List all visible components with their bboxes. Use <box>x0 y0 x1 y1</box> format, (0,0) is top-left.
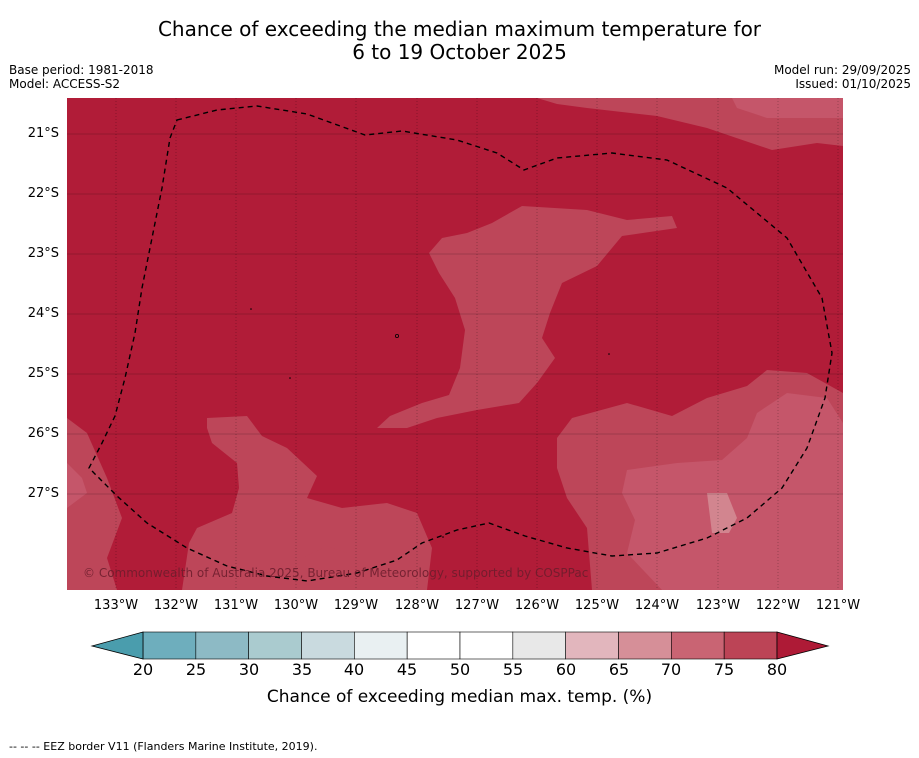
chart-title: Chance of exceeding the median maximum t… <box>0 18 919 64</box>
lat-label: 23°S <box>27 246 59 261</box>
colorbar-tick: 60 <box>555 660 577 679</box>
colorbar-tick: 30 <box>238 660 260 679</box>
lon-label: 126°W <box>514 598 560 613</box>
lon-label: 128°W <box>394 598 440 613</box>
island-marker <box>608 353 610 355</box>
colorbar-segments <box>142 631 778 660</box>
colorbar-tick: 20 <box>132 660 154 679</box>
colorbar-segment <box>248 631 302 660</box>
island-marker <box>394 333 399 338</box>
copyright-text: © Commonwealth of Australia 2025, Bureau… <box>83 566 588 580</box>
lon-label: 129°W <box>333 598 379 613</box>
region-bottom-left <box>182 416 432 590</box>
region-bottom-middle <box>282 546 372 590</box>
colorbar-below-arrow <box>90 631 144 660</box>
colorbar-tick: 40 <box>343 660 365 679</box>
colorbar-label: Chance of exceeding median max. temp. (%… <box>266 687 653 707</box>
colorbar-above-arrow <box>776 631 830 660</box>
model-run: Model run: 29/09/2025 <box>773 63 911 77</box>
lat-label: 22°S <box>27 186 59 201</box>
colorbar-tick: 25 <box>185 660 207 679</box>
colorbar-segment <box>459 631 514 660</box>
region-bottom-right-pale <box>707 493 737 533</box>
meta-left: Base period: 1981-2018 Model: ACCESS-S2 <box>9 63 154 91</box>
lat-label: 21°S <box>27 126 59 141</box>
colorbar-tick: 45 <box>396 660 418 679</box>
title-line-1: Chance of exceeding the median maximum t… <box>157 17 762 41</box>
lon-label: 123°W <box>695 598 741 613</box>
lon-label: 127°W <box>454 598 500 613</box>
region-center <box>377 206 677 428</box>
colorbar-segment <box>195 631 249 660</box>
eez-border <box>88 105 833 582</box>
colorbar-tick: 65 <box>608 660 630 679</box>
model-name: Model: ACCESS-S2 <box>9 77 121 91</box>
lat-label: 27°S <box>27 486 59 501</box>
colorbar-tick: 35 <box>291 660 313 679</box>
region-left-edge-light <box>67 463 87 508</box>
region-bottom-right-light <box>622 393 843 590</box>
colorbar-segment <box>142 631 197 660</box>
footnote-eez: -- -- -- EEZ border V11 (Flanders Marine… <box>9 740 318 753</box>
island-marker <box>289 377 291 379</box>
colorbar-tick: 70 <box>660 660 682 679</box>
probability-map: © Commonwealth of Australia 2025, Bureau… <box>67 98 843 590</box>
region-left-edge <box>67 418 122 590</box>
colorbar-tick: 55 <box>502 660 524 679</box>
lat-label: 25°S <box>27 366 59 381</box>
lon-label: 121°W <box>815 598 861 613</box>
base-period: Base period: 1981-2018 <box>9 63 154 77</box>
island-marker <box>250 308 252 310</box>
meta-right: Model run: 29/09/2025 Issued: 01/10/2025 <box>774 63 911 91</box>
colorbar-segment <box>671 631 725 660</box>
lon-label: 132°W <box>153 598 199 613</box>
colorbar-segment <box>723 631 778 660</box>
colorbar-segment <box>301 631 355 660</box>
colorbar-tick: 80 <box>766 660 788 679</box>
lat-label: 24°S <box>27 306 59 321</box>
title-line-2: 6 to 19 October 2025 <box>352 40 567 64</box>
island-marker <box>442 536 444 538</box>
lon-label: 124°W <box>634 598 680 613</box>
lon-label: 131°W <box>213 598 259 613</box>
issued-date: Issued: 01/10/2025 <box>795 77 911 91</box>
lon-label: 130°W <box>273 598 319 613</box>
lon-label: 133°W <box>93 598 139 613</box>
colorbar-tick: 50 <box>449 660 471 679</box>
graticule-longitude <box>115 98 839 590</box>
lon-label: 125°W <box>574 598 620 613</box>
colorbar-segment <box>618 631 672 660</box>
colorbar-segment <box>354 631 408 660</box>
region-top-right-inner <box>732 98 843 118</box>
colorbar-segment <box>512 631 566 660</box>
colorbar-segment <box>406 631 461 660</box>
lat-label: 26°S <box>27 426 59 441</box>
colorbar-segment <box>565 631 619 660</box>
colorbar-tick: 75 <box>713 660 735 679</box>
graticule-latitude <box>67 133 843 495</box>
colorbar <box>90 631 830 660</box>
lon-label: 122°W <box>755 598 801 613</box>
